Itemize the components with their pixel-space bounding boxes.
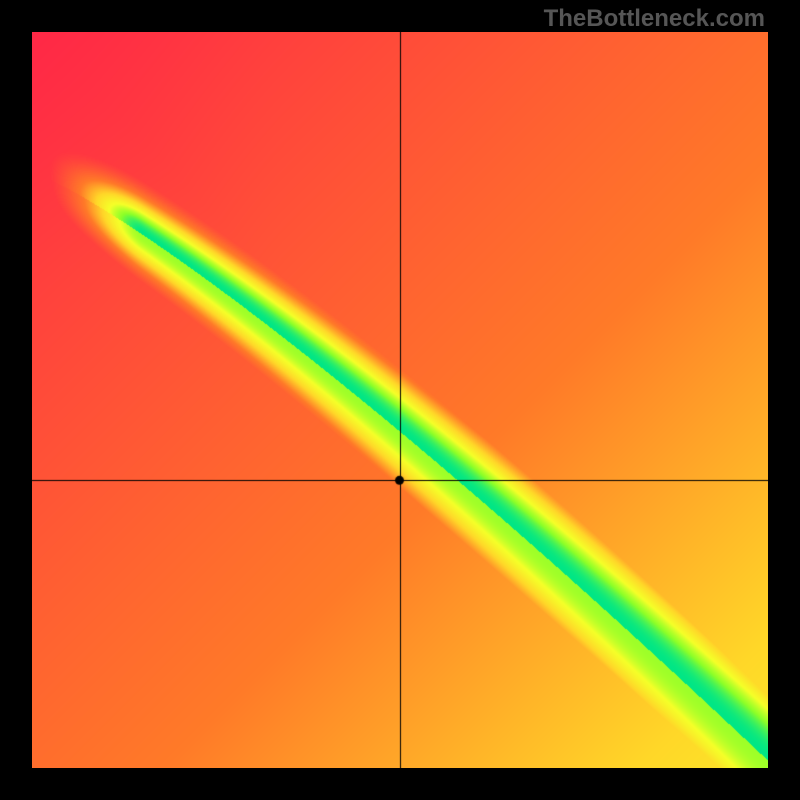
heatmap-canvas (32, 32, 768, 768)
chart-container: TheBottleneck.com (0, 0, 800, 800)
watermark-text: TheBottleneck.com (544, 5, 765, 33)
